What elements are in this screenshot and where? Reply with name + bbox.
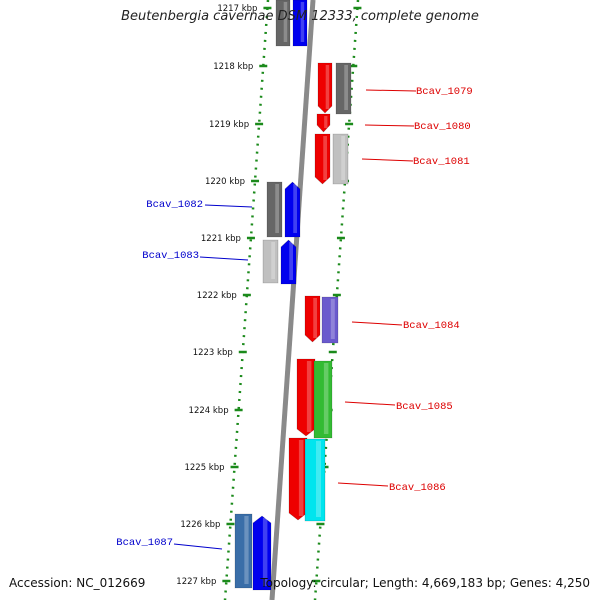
gene-bcav-1083[interactable] — [280, 239, 297, 285]
gene-label-leader — [365, 89, 417, 92]
gene-label-leader — [199, 256, 249, 261]
gene-bcav-1085[interactable] — [296, 358, 316, 437]
gene-label-leader — [204, 204, 253, 208]
gene-label[interactable]: Bcav_1081 — [413, 156, 470, 168]
gene-label[interactable]: Bcav_1087 — [116, 537, 173, 549]
gene-label-leader — [173, 543, 223, 550]
topology-text: Topology: circular; Length: 4,669,183 bp… — [260, 576, 590, 590]
gene-bcav-1085-product[interactable] — [313, 360, 333, 439]
gene-bcav-1081-product[interactable] — [332, 133, 349, 185]
gene-top-gray[interactable] — [275, 0, 291, 47]
scale-label: 1224 kbp — [189, 406, 229, 416]
gene-label[interactable]: Bcav_1085 — [396, 401, 453, 413]
gene-label[interactable]: Bcav_1086 — [389, 482, 446, 494]
gene-bcav-1080[interactable] — [316, 113, 331, 133]
gene-bcav-1087[interactable] — [252, 515, 272, 591]
gene-bcav-1082[interactable] — [284, 181, 301, 238]
gene-features — [234, 0, 352, 591]
scale-label: 1220 kbp — [205, 177, 245, 187]
gene-label-leader — [351, 321, 403, 326]
gene-labels: Bcav_1079 Bcav_1080 Bcav_1081 Bcav_1084 Bcav… — [116, 86, 473, 550]
gene-bcav-1079-product[interactable] — [335, 62, 352, 115]
gene-label[interactable]: Bcav_1080 — [414, 121, 471, 133]
gene-bcav-1081[interactable] — [314, 133, 331, 185]
gene-bcav-1086[interactable] — [288, 437, 308, 521]
gene-bcav-1084-product[interactable] — [321, 296, 339, 344]
scale-label: 1221 kbp — [201, 234, 241, 244]
gene-label-leader — [344, 401, 396, 406]
scale-label: 1218 kbp — [213, 62, 253, 72]
gene-label-leader — [361, 158, 414, 162]
scale-label: 1217 kbp — [217, 4, 257, 14]
gene-label[interactable]: Bcav_1084 — [403, 320, 460, 332]
gene-top-blue[interactable] — [292, 0, 308, 47]
scale-label: 1219 kbp — [209, 120, 249, 130]
genome-title: Beutenbergia cavernae DSM 12333, complet… — [121, 9, 479, 24]
gene-label-leader — [364, 124, 415, 127]
gene-bcav-1087-product[interactable] — [234, 513, 253, 589]
gene-label[interactable]: Bcav_1079 — [416, 86, 473, 98]
gene-bcav-1086-product[interactable] — [304, 438, 326, 522]
gene-label[interactable]: Bcav_1083 — [142, 250, 199, 262]
gene-bcav-1082-product[interactable] — [266, 181, 283, 238]
gene-label-leader — [337, 482, 389, 487]
scale-ticks: 1217 kbp 1218 kbp 1219 kbp 1220 kbp 1221 kbp… — [176, 4, 362, 587]
scale-label: 1223 kbp — [193, 348, 233, 358]
scale-label: 1225 kbp — [184, 463, 224, 473]
gene-bcav-1084[interactable] — [304, 295, 321, 343]
genome-backbone — [269, 0, 316, 600]
accession-text: Accession: NC_012669 — [9, 576, 146, 590]
scale-label: 1227 kbp — [176, 577, 216, 587]
scale-label: 1222 kbp — [197, 291, 237, 301]
gene-label[interactable]: Bcav_1082 — [146, 199, 203, 211]
gene-bcav-1079[interactable] — [317, 62, 333, 114]
gene-bcav-1083-product[interactable] — [262, 239, 279, 284]
scale-label: 1226 kbp — [180, 520, 220, 530]
